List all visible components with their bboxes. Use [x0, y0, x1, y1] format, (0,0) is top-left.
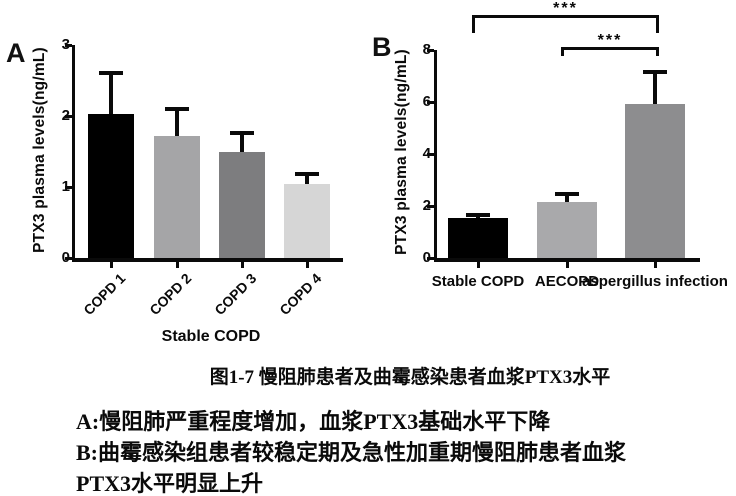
y-tick-mark [65, 114, 72, 118]
y-tick-mark [427, 152, 434, 156]
bar [625, 104, 685, 258]
error-bar-cap [230, 131, 254, 136]
x-axis [72, 258, 343, 262]
caption-note-b-continued: PTX3水平明显上升 [76, 471, 264, 496]
y-tick-mark [427, 100, 434, 104]
x-tick-mark [175, 262, 179, 268]
error-bar-cap [295, 172, 319, 177]
x-tick-mark [109, 262, 113, 268]
y-tick-mark [65, 43, 72, 47]
x-tick-label: Stable COPD [431, 273, 525, 290]
caption-note-a: A:慢阻肺严重程度增加，血浆PTX3基础水平下降 [76, 409, 551, 434]
x-axis [434, 258, 700, 262]
y-tick-mark [65, 256, 72, 260]
bar [284, 184, 330, 258]
error-bar-line [653, 72, 657, 111]
y-tick-label: 3 [61, 36, 70, 53]
error-bar-cap [643, 70, 667, 75]
error-bar-cap [555, 191, 579, 196]
x-tick-mark [476, 262, 480, 268]
y-axis-label: PTX3 plasma levels(ng/mL) [393, 49, 410, 255]
x-tick-label: AECOPD [534, 273, 600, 290]
x-tick-mark [240, 262, 244, 268]
significance-stars: *** [597, 32, 623, 49]
y-tick-label: 4 [422, 145, 431, 162]
y-tick-label: 6 [422, 93, 431, 110]
error-bar-line [305, 174, 309, 191]
y-tick-label: 2 [61, 107, 70, 124]
panel-a-letter: A [6, 38, 26, 68]
bar [88, 113, 134, 258]
y-tick-mark [427, 256, 434, 260]
x-tick-label: aspergillus infection [582, 273, 728, 290]
significance-bracket [561, 47, 659, 56]
y-tick-label: 0 [61, 249, 70, 266]
y-tick-label: 0 [422, 249, 431, 266]
y-tick-label: 8 [422, 41, 431, 58]
error-bar-line [240, 133, 244, 158]
y-tick-mark [427, 204, 434, 208]
x-tick-mark [305, 262, 309, 268]
bar [219, 151, 265, 258]
error-bar-cap [466, 212, 490, 217]
caption-note-b: B:曲霉感染组患者较稳定期及急性加重期慢阻肺患者血浆 [76, 440, 627, 465]
figure-caption-title: 图1-7 慢阻肺患者及曲霉感染患者血浆PTX3水平 [209, 367, 611, 388]
significance-stars: *** [553, 0, 578, 17]
panel-b-letter: B [372, 32, 392, 62]
y-tick-label: 2 [422, 197, 431, 214]
error-bar-line [109, 73, 113, 120]
bar [537, 202, 597, 258]
error-bar-cap [99, 71, 123, 76]
error-bar-line [175, 108, 179, 142]
y-tick-label: 1 [61, 178, 70, 195]
y-tick-mark [427, 48, 434, 52]
significance-bracket [472, 15, 659, 33]
y-axis [434, 50, 437, 262]
y-tick-mark [65, 185, 72, 189]
bar [154, 135, 200, 258]
y-axis [72, 45, 75, 262]
bar [448, 218, 508, 258]
x-tick-mark [653, 262, 657, 268]
error-bar-cap [165, 106, 189, 111]
error-bar-line [565, 193, 569, 209]
x-tick-mark [565, 262, 569, 268]
x-axis-title: Stable COPD [161, 328, 261, 345]
